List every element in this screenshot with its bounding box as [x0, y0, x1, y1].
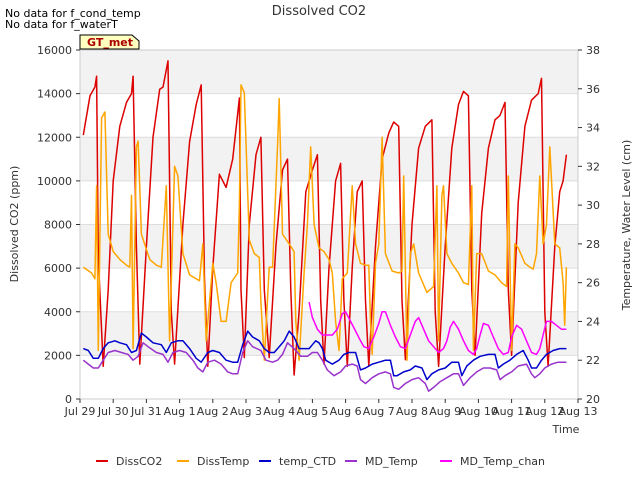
- right-tick-label: 22: [586, 354, 600, 367]
- x-tick-label: Aug 12: [525, 405, 564, 418]
- x-axis-label: Time: [552, 423, 580, 436]
- legend-label: temp_CTD: [279, 455, 336, 468]
- background-bands: [80, 50, 578, 399]
- left-tick-label: 2000: [44, 349, 72, 362]
- x-tick-label: Jul 30: [97, 405, 129, 418]
- x-tick-label: Aug 2: [197, 405, 229, 418]
- right-axis-ticks: 20 22 24 26 28 30 32 34 36 38: [578, 44, 600, 406]
- x-tick-label: Aug 11: [492, 405, 531, 418]
- x-axis-ticks: Jul 29 Jul 30 Jul 31 Aug 1 Aug 2 Aug 3 Aug 4 Au…: [64, 399, 598, 418]
- x-tick-label: Aug 8: [396, 405, 428, 418]
- x-tick-label: Aug 13: [559, 405, 598, 418]
- legend-label: DissTemp: [197, 455, 249, 468]
- series-line-disstemp: [82, 84, 568, 361]
- left-tick-label: 4000: [44, 306, 72, 319]
- x-tick-label: Aug 9: [429, 405, 461, 418]
- right-tick-label: 36: [586, 83, 600, 96]
- right-tick-label: 34: [586, 122, 600, 135]
- right-tick-label: 26: [586, 277, 600, 290]
- series-line-dissco2: [82, 60, 568, 376]
- left-tick-label: 0: [65, 393, 72, 406]
- x-tick-label: Jul 31: [130, 405, 162, 418]
- background-band: [80, 137, 578, 181]
- right-tick-label: 32: [586, 160, 600, 173]
- left-axis-label: Dissolved CO2 (ppm): [8, 166, 21, 283]
- background-band: [80, 93, 578, 138]
- chart-title: Dissolved CO2: [272, 4, 366, 19]
- left-tick-label: 10000: [37, 175, 72, 188]
- left-axis-ticks: 0 2000 4000 6000 8000 10000 12000 14000 16000: [37, 44, 80, 406]
- right-tick-label: 38: [586, 44, 600, 57]
- x-tick-label: Aug 10: [459, 405, 498, 418]
- left-tick-label: 14000: [37, 88, 72, 101]
- legend-label: MD_Temp: [365, 455, 418, 468]
- right-tick-label: 20: [586, 393, 600, 406]
- legend-label: MD_Temp_chan: [460, 455, 545, 468]
- series-lines: [82, 60, 568, 392]
- background-band: [80, 311, 578, 356]
- left-tick-label: 16000: [37, 44, 72, 57]
- right-tick-label: 30: [586, 199, 600, 212]
- legend: DissCO2 DissTemp temp_CTD MD_Temp MD_Temp_ch…: [96, 455, 545, 468]
- x-tick-label: Aug 7: [363, 405, 395, 418]
- x-tick-label: Aug 6: [330, 405, 362, 418]
- background-band: [80, 50, 578, 94]
- right-tick-label: 24: [586, 315, 600, 328]
- series-line-md-temp-chan: [308, 301, 567, 356]
- x-tick-label: Aug 1: [164, 405, 196, 418]
- x-tick-label: Aug 3: [230, 405, 262, 418]
- background-band: [80, 180, 578, 225]
- series-line-md-temp: [82, 340, 567, 392]
- x-tick-label: Aug 5: [296, 405, 328, 418]
- legend-label: DissCO2: [116, 455, 162, 468]
- no-data-note-2: No data for f_waterT: [5, 18, 118, 31]
- left-tick-label: 8000: [44, 219, 72, 232]
- left-tick-label: 6000: [44, 262, 72, 275]
- gt-met-badge: GT_met: [79, 34, 140, 50]
- right-tick-label: 28: [586, 238, 600, 251]
- x-tick-label: Jul 29: [64, 405, 96, 418]
- x-tick-label: Aug 4: [263, 405, 295, 418]
- gt-met-badge-shape: [79, 34, 140, 50]
- right-axis-label: Temperature, Water Level (cm): [620, 140, 633, 312]
- series-line-temp-ctd: [83, 330, 567, 381]
- left-tick-label: 12000: [37, 131, 72, 144]
- no-data-note-1: No data for f_cond_temp: [5, 7, 141, 20]
- gt-met-badge-label: GT_met: [87, 36, 133, 49]
